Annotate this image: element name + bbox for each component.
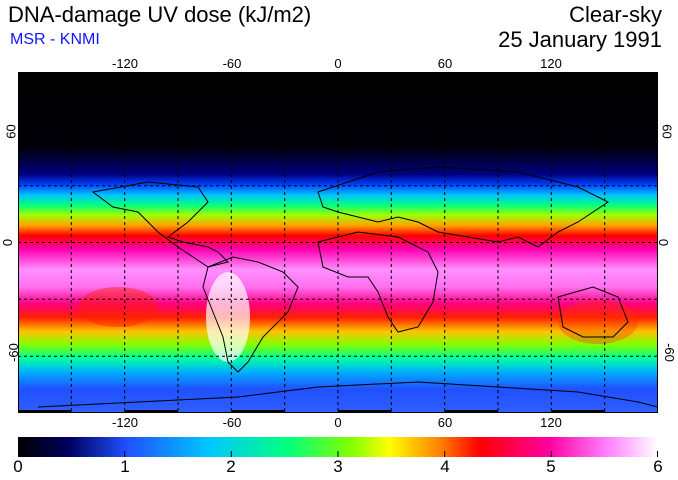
colorbar-tick-label: 4 [440,457,450,476]
lon-label-bottom: 60 [437,415,453,430]
lon-label-bottom: 120 [540,415,562,430]
lat-label-left: 0 [0,238,16,247]
frame-ticks [18,72,605,413]
lon-label-top: 0 [334,56,342,71]
map-date: 25 January 1991 [498,27,662,52]
colorbar-ticks [18,451,658,457]
uv-dose-map [18,72,658,413]
graticule [18,72,658,413]
colorbar-tick-label: 0 [13,457,23,476]
lon-label-top: -60 [222,56,242,71]
color-gradient [18,437,658,457]
uv-highlight [558,300,638,344]
lon-label-bottom: -120 [111,415,139,430]
lat-label-right: -60 [661,343,677,362]
colorbar-tick-label: 5 [546,457,556,476]
lon-label-bottom: 0 [334,415,342,430]
colorbar-tick-label: 2 [226,457,236,476]
uv-highlight [206,272,250,362]
lat-label-right: 60 [659,124,675,139]
lon-label-top: 120 [540,56,562,71]
lon-label-top: -120 [111,56,139,71]
lon-label-bottom: -60 [222,415,242,430]
colorbar-tick-label: 6 [653,457,663,476]
color-scale-bar [18,437,658,457]
sky-condition: Clear-sky [569,2,662,27]
map-title: DNA-damage UV dose (kJ/m2) [8,2,312,27]
uv-highlight [78,287,158,327]
lat-label-left: 60 [3,124,19,139]
colorbar-tick-label: 3 [333,457,343,476]
map-source: MSR - KNMI [10,31,100,48]
lon-label-top: 60 [437,56,453,71]
colorbar-tick-label: 1 [120,457,130,476]
lat-label-right: 0 [656,238,672,247]
coastlines [37,166,658,408]
